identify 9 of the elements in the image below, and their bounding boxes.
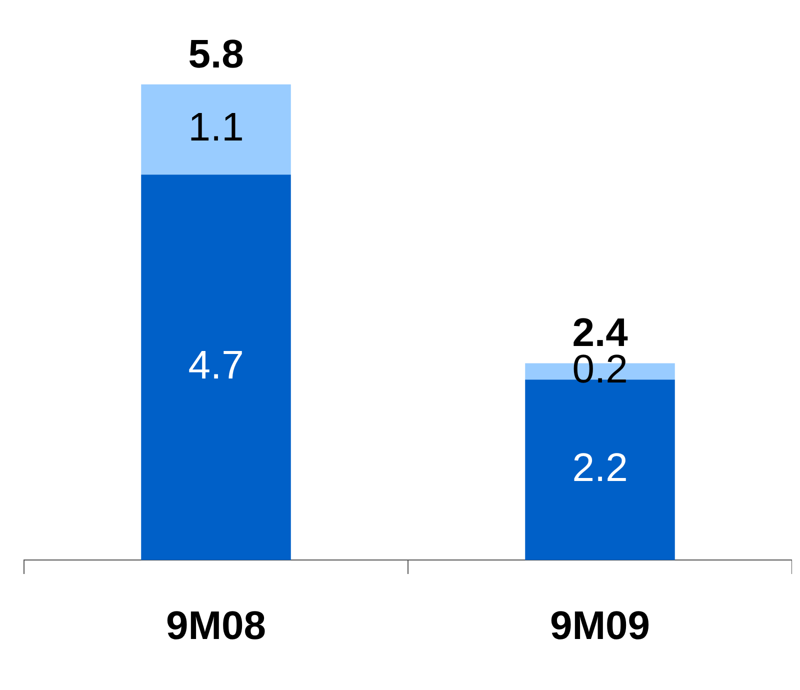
x-tick-label: 9M08 bbox=[166, 604, 266, 648]
bar bbox=[141, 174, 291, 560]
x-tick-label: 9M09 bbox=[550, 604, 650, 648]
total-label: 5.8 bbox=[188, 32, 244, 76]
data-label: 1.1 bbox=[188, 106, 244, 150]
data-label: 4.7 bbox=[188, 343, 244, 388]
bar bbox=[141, 84, 291, 175]
total-label: 2.4 bbox=[572, 311, 629, 356]
data-label: 2.2 bbox=[572, 446, 628, 490]
